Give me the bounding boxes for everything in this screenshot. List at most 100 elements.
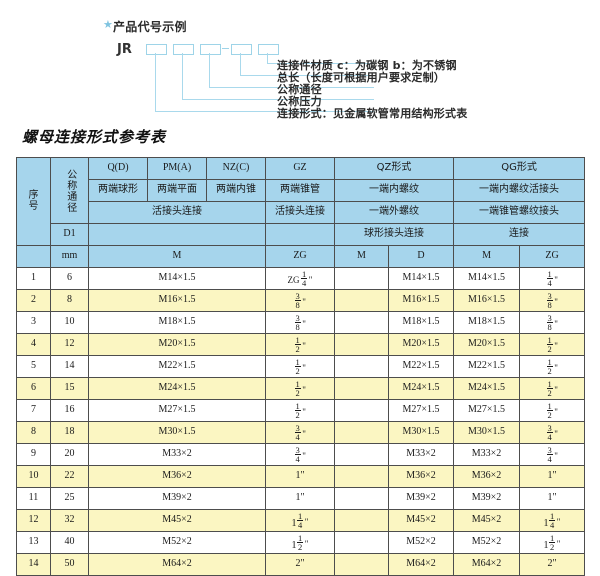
cell-m-group: M18×1.5 [88,311,266,334]
cell-gz: 1 2 " [265,399,335,422]
cell-seq: 7 [16,399,51,422]
header-unit-m-group: M [88,245,266,268]
cell-seq: 12 [16,509,51,532]
cell-qz-d: M14×1.5 [387,267,455,290]
cell-bore: 20 [50,443,89,466]
cell-qz-m [334,553,389,576]
cell-qz-d: M33×2 [387,443,455,466]
cell-qz-d: M22×1.5 [387,355,455,378]
leader-line-1-vertical [155,53,156,111]
cell-qz-d: M64×2 [387,553,455,576]
cell-seq: 8 [16,421,51,444]
cell-m-group: M33×2 [88,443,266,466]
table-row: 7 16 M27×1.5 1 2 " M27×1.5 M27×1.5 1 2 " [16,399,586,422]
cell-m-group: M22×1.5 [88,355,266,378]
cell-qg-m: M27×1.5 [453,399,521,422]
code-box-5 [258,44,279,55]
header-row-end-desc: 两端球形 两端平面 两端内锥 两端锥管 一端内螺纹 一端内螺纹活接头 [17,179,586,202]
cell-bore: 6 [50,267,89,290]
code-note-bore: 公称通径 [277,83,322,96]
cell-seq: 14 [16,553,51,576]
cell-qz-d: M18×1.5 [387,311,455,334]
header-code-qg: QG形式 [453,157,586,180]
cell-qz-m [334,311,389,334]
header-end-qg: 一端内螺纹活接头 [453,179,586,202]
cell-gz: 1 1 2 " [265,531,335,554]
cell-m-group: M45×2 [88,509,266,532]
leader-line-2-vertical [182,53,183,99]
cell-qg-m: M36×2 [453,465,521,488]
code-prefix-label: JR [117,42,132,57]
cell-seq: 6 [16,377,51,400]
header-conn2-qg: 连接 [453,223,586,246]
cell-gz: ZG 1 4 " [265,267,335,290]
cell-qz-d: M27×1.5 [387,399,455,422]
cell-qz-m [334,509,389,532]
cell-qz-d: M36×2 [387,465,455,488]
cell-qg-zg: 1" [519,487,586,510]
header-conn-group1: 活接头连接 [88,201,266,224]
cell-qz-m [334,443,389,466]
cell-bore: 18 [50,421,89,444]
table-row: 9 20 M33×2 3 4 " M33×2 M33×2 3 4 " [16,443,586,466]
cell-seq: 11 [16,487,51,510]
cell-qz-m [334,487,389,510]
cell-qz-d: M52×2 [387,531,455,554]
cell-qz-d: M45×2 [387,509,455,532]
cell-qg-m: M20×1.5 [453,333,521,356]
cell-qg-zg: 1 2 " [519,333,586,356]
cell-qz-m [334,399,389,422]
cell-bore: 40 [50,531,89,554]
code-box-3 [200,44,221,55]
header-end-pma: 两端平面 [147,179,207,202]
cell-m-group: M52×2 [88,531,266,554]
cell-qz-d: M39×2 [387,487,455,510]
cell-seq: 10 [16,465,51,488]
cell-qg-m: M14×1.5 [453,267,521,290]
cell-qg-m: M45×2 [453,509,521,532]
header-end-gz: 两端锥管 [265,179,335,202]
nut-connection-spec-table: 序 号 公称通径 Q(D) PM(A) NZ(C) GZ QZ形式 QG形式 两… [16,157,586,576]
cell-qg-m: M52×2 [453,531,521,554]
table-row: 2 8 M16×1.5 3 8 " M16×1.5 M16×1.5 3 8 " [16,289,586,312]
header-code-gz: GZ [265,157,335,180]
header-unit-d-qz: D [387,245,455,268]
cell-qz-m [334,421,389,444]
cell-qg-zg: 1 1 2 " [519,531,586,554]
cell-gz: 3 4 " [265,443,335,466]
cell-bore: 22 [50,465,89,488]
cell-qg-m: M30×1.5 [453,421,521,444]
cell-qg-zg: 1 4 " [519,267,586,290]
header-unit-m-qg: M [453,245,521,268]
table-row: 1 6 M14×1.5 ZG 1 4 " M14×1.5 M14×1.5 1 4 " [16,267,586,290]
cell-bore: 50 [50,553,89,576]
cell-qg-zg: 1" [519,465,586,488]
table-row: 3 10 M18×1.5 3 8 " M18×1.5 M18×1.5 3 8 " [16,311,586,334]
code-note-pressure: 公称压力 [277,95,322,108]
cell-gz: 2" [265,553,335,576]
cell-bore: 14 [50,355,89,378]
cell-gz: 1 2 " [265,333,335,356]
table-row: 10 22 M36×2 1" M36×2 M36×2 1" [16,465,586,488]
star-bullet-icon: ★ [103,19,113,31]
cell-m-group: M30×1.5 [88,421,266,444]
code-box-4 [231,44,252,55]
header-code-nzc: NZ(C) [206,157,266,180]
table-title: 螺母连接形式参考表 [22,128,167,146]
cell-seq: 3 [16,311,51,334]
header-unit-m-qz: M [334,245,389,268]
cell-bore: 8 [50,289,89,312]
cell-qz-m [334,531,389,554]
cell-m-group: M24×1.5 [88,377,266,400]
header-conn-qg: 一端锥管螺纹接头 [453,201,586,224]
cell-seq: 2 [16,289,51,312]
cell-gz: 1" [265,487,335,510]
cell-gz: 1" [265,465,335,488]
table-row: 14 50 M64×2 2" M64×2 M64×2 2" [16,553,586,576]
cell-qg-zg: 3 4 " [519,421,586,444]
cell-bore: 10 [50,311,89,334]
table-row: 5 14 M22×1.5 1 2 " M22×1.5 M22×1.5 1 2 " [16,355,586,378]
cell-qg-m: M39×2 [453,487,521,510]
cell-bore: 15 [50,377,89,400]
leader-line-4-vertical [240,53,241,75]
